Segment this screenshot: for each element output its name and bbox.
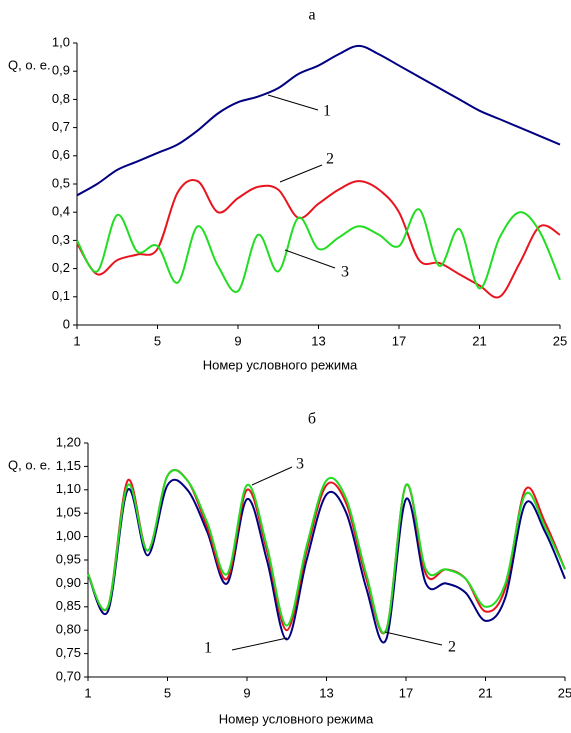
- y-tick-label: 1,00: [56, 528, 81, 543]
- y-tick-label: 0,3: [52, 232, 70, 247]
- x-tick-label: 25: [553, 333, 567, 348]
- y-tick-label: 0,1: [52, 288, 70, 303]
- y-tick-label: 0,8: [52, 91, 70, 106]
- leader-line: [284, 249, 336, 269]
- y-tick-label: 1,05: [56, 505, 81, 520]
- x-tick-label: 17: [399, 685, 413, 700]
- leader-line: [231, 637, 288, 651]
- y-axis-label: Q, о. е.: [8, 57, 51, 72]
- series-line: [87, 478, 566, 644]
- y-tick-label: 1,20: [56, 434, 81, 449]
- y-tick-label: 1,0: [52, 34, 70, 49]
- leader-line: [251, 466, 293, 486]
- chart-title: а: [308, 7, 315, 24]
- x-tick-label: 21: [472, 333, 486, 348]
- series-line: [76, 178, 561, 299]
- leader-line: [279, 164, 323, 183]
- x-tick-label: 13: [319, 685, 333, 700]
- y-tick-label: 0,2: [52, 260, 70, 275]
- y-tick-label: 0,5: [52, 175, 70, 190]
- annotation: 2: [326, 151, 334, 168]
- y-tick-label: 0,95: [56, 551, 81, 566]
- annotation: 2: [448, 639, 456, 656]
- x-tick-label: 5: [164, 685, 171, 700]
- series-line: [87, 469, 566, 634]
- y-tick-label: 0,90: [56, 575, 81, 590]
- y-tick-label: 1,15: [56, 458, 81, 473]
- y-tick-label: 0,80: [56, 622, 81, 637]
- x-tick-label: 9: [234, 333, 241, 348]
- y-tick-label: 0,9: [52, 63, 70, 78]
- x-tick-label: 1: [73, 333, 80, 348]
- chart-title: б: [308, 411, 316, 428]
- leader-line: [384, 631, 443, 646]
- series-line: [76, 44, 561, 197]
- x-tick-label: 13: [311, 333, 325, 348]
- x-tick-label: 1: [84, 685, 91, 700]
- y-tick-label: 0,6: [52, 147, 70, 162]
- y-tick-label: 0,7: [52, 119, 70, 134]
- x-tick-label: 9: [243, 685, 250, 700]
- y-tick-label: 0,75: [56, 645, 81, 660]
- y-axis-label: Q, о. е.: [8, 457, 51, 472]
- x-tick-label: 17: [392, 333, 406, 348]
- x-tick-label: 25: [558, 685, 571, 700]
- x-tick-label: 21: [478, 685, 492, 700]
- x-tick-label: 5: [154, 333, 161, 348]
- y-tick-label: 0: [63, 316, 70, 331]
- annotation: 3: [341, 264, 349, 281]
- y-tick-label: 1,10: [56, 481, 81, 496]
- y-tick-label: 0,85: [56, 598, 81, 613]
- annotation: 1: [323, 103, 331, 120]
- series-line: [76, 208, 561, 293]
- annotation: 1: [204, 640, 212, 657]
- y-tick-label: 0,70: [56, 668, 81, 683]
- x-axis-label: Номер условного режима: [219, 711, 374, 726]
- leader-line: [267, 94, 319, 111]
- y-tick-label: 0,4: [52, 204, 70, 219]
- annotation: 3: [296, 456, 304, 473]
- x-axis-label: Номер условного режима: [203, 357, 358, 372]
